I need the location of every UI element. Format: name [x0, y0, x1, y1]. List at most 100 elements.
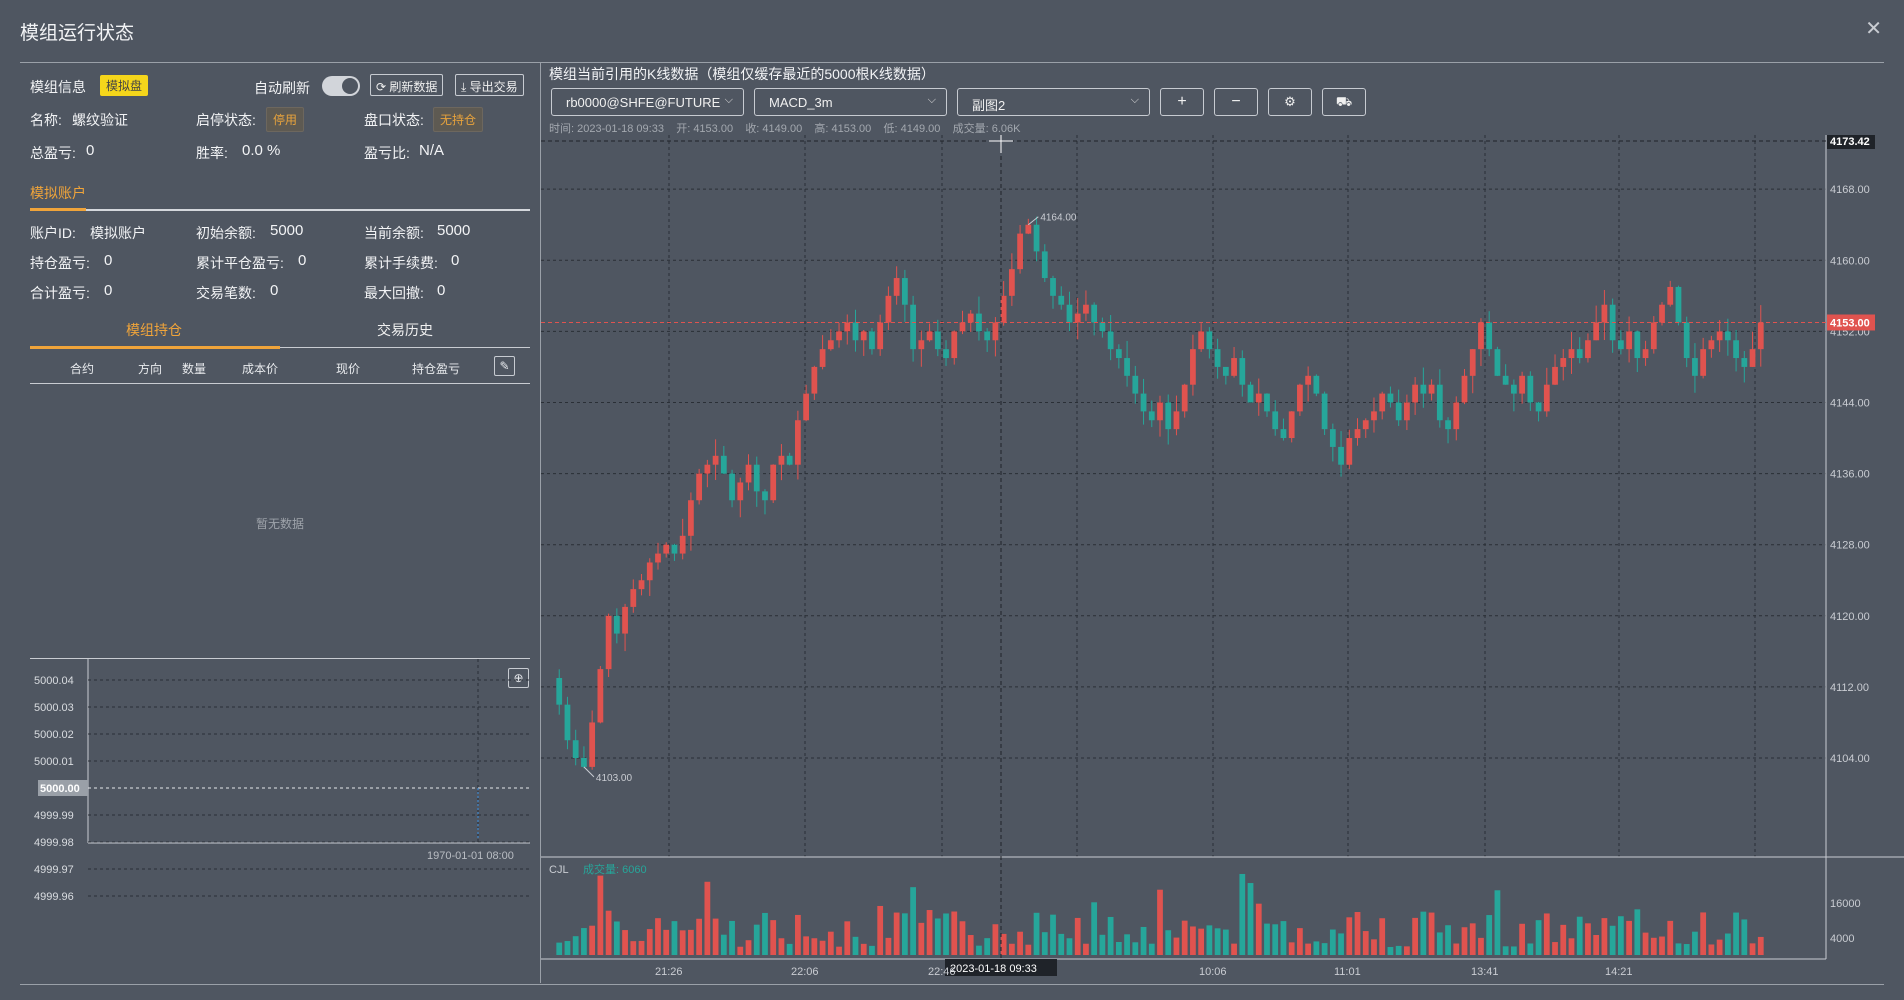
equity-y-tick: 4999.98 [34, 837, 74, 849]
volume-bar [1157, 889, 1163, 955]
sum-pnl-label: 合计盈亏: [30, 285, 90, 301]
volume-value-label: 成交量: 6060 [583, 862, 647, 876]
candle-body [1173, 411, 1180, 430]
indicator-select[interactable]: MACD_3m ⌵ [754, 88, 947, 116]
candle-body [1404, 402, 1410, 421]
name-label: 名称: [30, 112, 62, 128]
candle-body [753, 464, 760, 492]
volume-bar [1231, 943, 1237, 955]
volume-bar [1494, 890, 1501, 955]
subchart-select[interactable]: 副图2 ⌵ [957, 88, 1150, 116]
candle-body [984, 331, 991, 341]
price-tick: 4128.00 [1830, 540, 1870, 552]
candle-body [1288, 411, 1295, 439]
settings-icon[interactable]: ⚙ [1268, 88, 1312, 116]
auto-refresh-toggle[interactable] [322, 76, 360, 96]
subchart-value: 副图2 [972, 98, 1006, 113]
start-stop-badge: 停用 [266, 107, 305, 132]
candle-body [959, 322, 966, 332]
volume-bar [1321, 943, 1328, 955]
zoom-out-button[interactable]: − [1214, 88, 1258, 116]
chevron-down-icon: ⌵ [1130, 94, 1139, 106]
symbol-select[interactable]: rb0000@SHFE@FUTURES ⌵ [551, 88, 744, 116]
volume-bar [712, 918, 719, 955]
candle-body [1749, 349, 1756, 367]
table-header-pnl: 持仓盈亏 [412, 362, 461, 376]
candle-body [1527, 375, 1534, 403]
equity-chart: 5000.04 5000.03 5000.02 5000.01 4999.99 4999.… [34, 659, 530, 903]
volume-bar [844, 921, 851, 955]
candle-body [1165, 402, 1172, 430]
volume-bar [1445, 925, 1451, 955]
volume-bar [1667, 920, 1674, 955]
kline-chart[interactable]: 4168.004160.004152.004144.004136.004128.… [541, 135, 1904, 985]
candle-body [1354, 429, 1361, 439]
info-time: 时间: 2023-01-18 09:33 [549, 123, 664, 135]
volume-bar [951, 911, 958, 955]
volume-bar [1585, 923, 1591, 955]
volume-bar [959, 921, 966, 955]
basket-icon[interactable]: ⛟ [1322, 88, 1366, 116]
candle-body [1272, 411, 1279, 430]
candle-body [1371, 411, 1377, 421]
volume-bar [720, 934, 727, 955]
trade-count-value: 0 [270, 282, 279, 299]
download-icon: ⤓ [461, 80, 470, 94]
volume-bar [1675, 943, 1682, 955]
volume-bar [811, 938, 818, 955]
edit-icon[interactable]: ✎ [494, 356, 515, 376]
volume-bar [1626, 920, 1632, 955]
volume-bar [1478, 937, 1484, 955]
candle-body [1140, 393, 1147, 412]
volume-bar [688, 929, 694, 955]
close-icon[interactable]: ✕ [1865, 18, 1882, 40]
volume-bar [589, 925, 596, 955]
candle-body [1107, 331, 1114, 350]
candle-body [1436, 384, 1443, 421]
export-trades-button[interactable]: ⤓ 导出交易 [455, 74, 524, 96]
price-tick: 4136.00 [1830, 469, 1870, 481]
table-header-contract: 合约 [70, 362, 95, 376]
price-tick: 4112.00 [1830, 682, 1869, 694]
volume-bar [1749, 943, 1756, 955]
volume-bar [1124, 934, 1130, 955]
candle-body [1617, 340, 1624, 350]
volume-bar [745, 940, 752, 955]
volume-bar [1568, 938, 1575, 955]
candle-body [1041, 251, 1048, 279]
volume-bar [1214, 928, 1221, 955]
candle-body [1757, 322, 1764, 350]
volume-bar [1362, 931, 1369, 955]
tab-positions[interactable]: 模组持仓 [126, 322, 182, 338]
volume-bar [1757, 936, 1764, 955]
candle-body [1362, 420, 1369, 430]
candle-body [729, 473, 735, 501]
tab-history[interactable]: 交易历史 [377, 322, 433, 338]
zoom-in-button[interactable]: + [1160, 88, 1204, 116]
equity-y-tick: 5000.02 [34, 729, 74, 741]
zoom-in-icon[interactable]: ⊕ [508, 668, 529, 688]
candle-body [1050, 278, 1056, 296]
initial-balance-value: 5000 [270, 222, 304, 239]
refresh-data-button[interactable]: ⟳ 刷新数据 [370, 74, 444, 96]
candle-body [1412, 384, 1419, 403]
candle-body [630, 589, 637, 607]
candle-body [1453, 402, 1460, 430]
start-stop-label: 启停状态: [196, 112, 256, 128]
volume-bar [663, 929, 670, 955]
equity-divider [30, 658, 530, 659]
volume-bar [1428, 912, 1435, 955]
candle-body [836, 331, 842, 341]
candle-body [877, 322, 884, 350]
candle-body [1387, 393, 1394, 403]
candle-body [1601, 304, 1608, 323]
account-tab[interactable]: 模拟账户 [30, 185, 86, 201]
candle-body [1502, 375, 1509, 385]
volume-bar [901, 913, 908, 955]
volume-bar [860, 943, 867, 955]
table-header-qty: 数量 [182, 362, 207, 376]
max-price-marker [1028, 216, 1039, 226]
volume-bar [1329, 929, 1336, 955]
cross-time-label: 2023-01-18 09:33 [950, 963, 1037, 975]
volume-bar [1609, 925, 1616, 955]
